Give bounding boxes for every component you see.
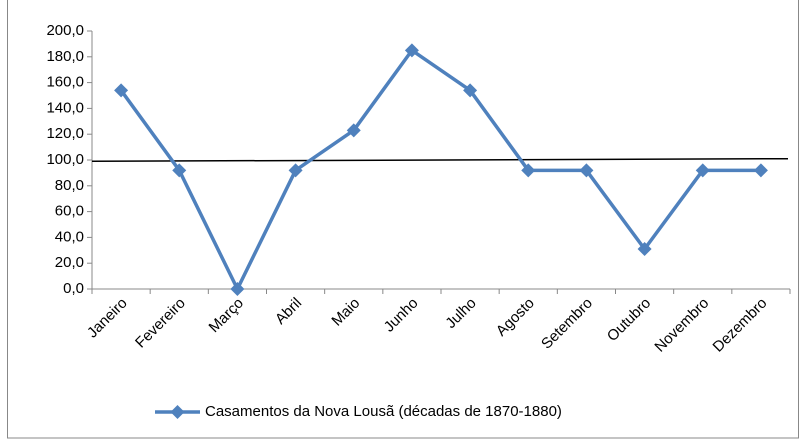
y-tick-label: 40,0	[55, 228, 84, 245]
series-marker	[521, 163, 536, 178]
y-tick-label: 0,0	[63, 280, 84, 297]
series-marker	[288, 163, 303, 178]
y-tick-label: 80,0	[55, 177, 84, 194]
series-marker	[753, 163, 768, 178]
series-marker	[463, 83, 478, 98]
y-tick-label: 200,0	[46, 22, 84, 39]
y-tick-label: 100,0	[46, 151, 84, 168]
y-tick-label: 20,0	[55, 254, 84, 271]
y-tick-label: 160,0	[46, 74, 84, 91]
series-marker	[114, 83, 129, 98]
legend-label: Casamentos da Nova Lousã (décadas de 187…	[205, 403, 562, 420]
series-marker	[230, 282, 245, 296]
legend-marker	[170, 405, 185, 419]
series-marker	[695, 163, 710, 178]
series-marker	[637, 242, 652, 257]
series-marker	[404, 43, 419, 58]
y-tick-label: 120,0	[46, 125, 84, 142]
y-tick-label: 140,0	[46, 99, 84, 116]
series-marker	[579, 163, 594, 178]
series-marker	[172, 163, 187, 178]
series-line	[119, 48, 761, 291]
y-tick-label: 180,0	[46, 48, 84, 65]
reference-line	[91, 157, 789, 163]
y-tick-label: 60,0	[55, 203, 84, 220]
series-marker	[346, 123, 361, 138]
chart-border	[7, 0, 799, 439]
